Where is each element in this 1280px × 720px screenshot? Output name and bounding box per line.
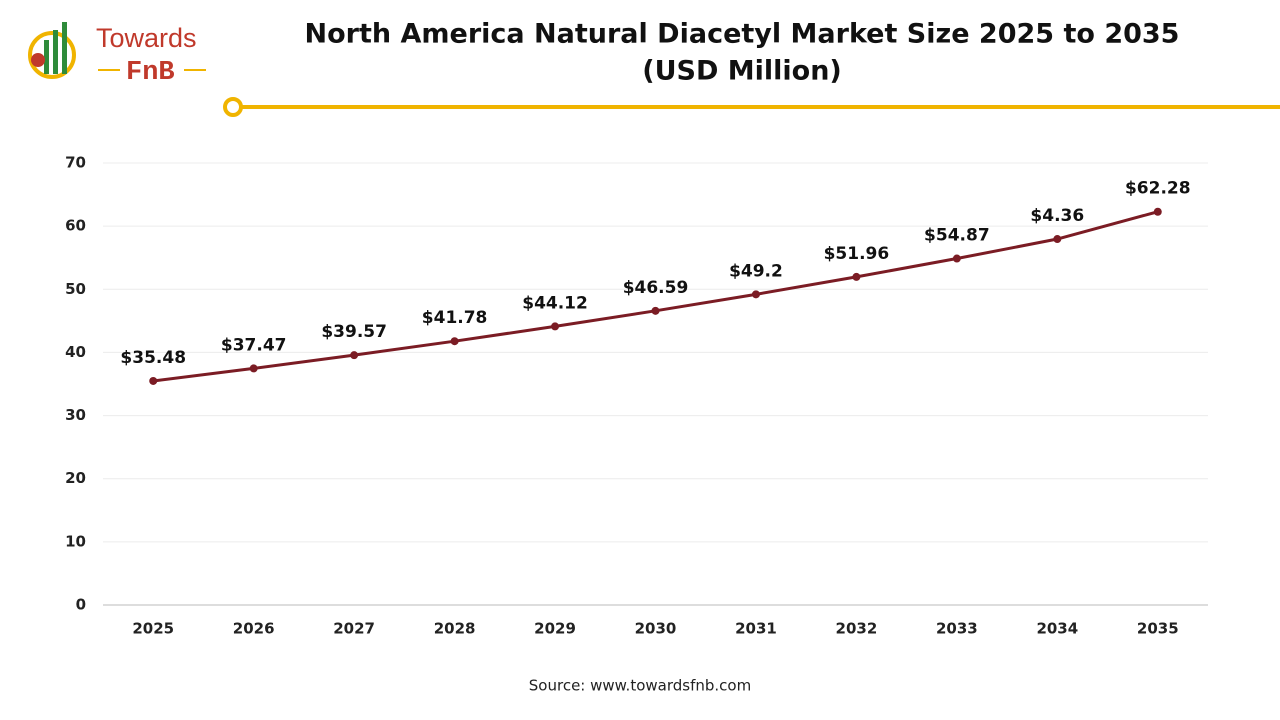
header-dot bbox=[223, 97, 243, 117]
point bbox=[249, 364, 258, 373]
x-tick-label: 2034 bbox=[1036, 620, 1078, 638]
x-tick-label: 2031 bbox=[735, 620, 777, 638]
y-tick-label: 20 bbox=[65, 469, 86, 487]
point bbox=[751, 290, 760, 299]
logo-apple bbox=[31, 53, 45, 67]
logo-bar bbox=[44, 40, 49, 74]
logo-text: FnB bbox=[126, 58, 175, 88]
data-label: $46.59 bbox=[623, 278, 689, 298]
point bbox=[350, 351, 359, 360]
data-label: $37.47 bbox=[221, 335, 287, 355]
y-tick-label: 10 bbox=[65, 532, 86, 550]
x-tick-label: 2032 bbox=[836, 620, 878, 638]
point bbox=[651, 306, 660, 315]
point bbox=[852, 272, 861, 281]
x-tick-label: 2027 bbox=[333, 620, 375, 638]
point bbox=[450, 337, 459, 346]
data-label: $39.57 bbox=[321, 322, 387, 342]
x-tick-label: 2026 bbox=[233, 620, 275, 638]
data-label: $49.2 bbox=[729, 261, 783, 281]
x-tick-label: 2035 bbox=[1137, 620, 1179, 638]
point bbox=[1153, 207, 1162, 216]
data-label: $44.12 bbox=[522, 293, 588, 313]
point bbox=[551, 322, 560, 331]
logo-bar bbox=[62, 22, 67, 74]
chart-title: North America Natural Diacetyl Market Si… bbox=[305, 19, 1180, 50]
chart-title: (USD Million) bbox=[642, 56, 842, 87]
logo: Towards FnB bbox=[28, 22, 206, 88]
logo-ring bbox=[28, 31, 76, 79]
logo-bar bbox=[53, 30, 58, 74]
data-label: $54.87 bbox=[924, 226, 990, 246]
data-label: $41.78 bbox=[422, 308, 488, 328]
x-tick-label: 2028 bbox=[434, 620, 476, 638]
x-tick-label: 2030 bbox=[635, 620, 677, 638]
x-tick-label: 2029 bbox=[534, 620, 576, 638]
x-tick-label: 2033 bbox=[936, 620, 978, 638]
data-label: $62.28 bbox=[1125, 179, 1191, 199]
point bbox=[149, 376, 158, 385]
data-label: $4.36 bbox=[1030, 206, 1084, 226]
logo-text: Towards bbox=[96, 23, 197, 53]
data-label: $51.96 bbox=[824, 244, 890, 264]
y-tick-label: 50 bbox=[65, 280, 86, 298]
y-tick-label: 0 bbox=[76, 596, 86, 614]
y-tick-label: 70 bbox=[65, 154, 86, 172]
x-tick-label: 2025 bbox=[132, 620, 174, 638]
data-label: $35.48 bbox=[120, 348, 186, 368]
y-tick-label: 60 bbox=[65, 217, 86, 235]
y-tick-label: 40 bbox=[65, 343, 86, 361]
point bbox=[1053, 235, 1062, 244]
source: Source: www.towardsfnb.com bbox=[529, 677, 751, 695]
y-tick-label: 30 bbox=[65, 406, 86, 424]
point bbox=[952, 254, 961, 263]
